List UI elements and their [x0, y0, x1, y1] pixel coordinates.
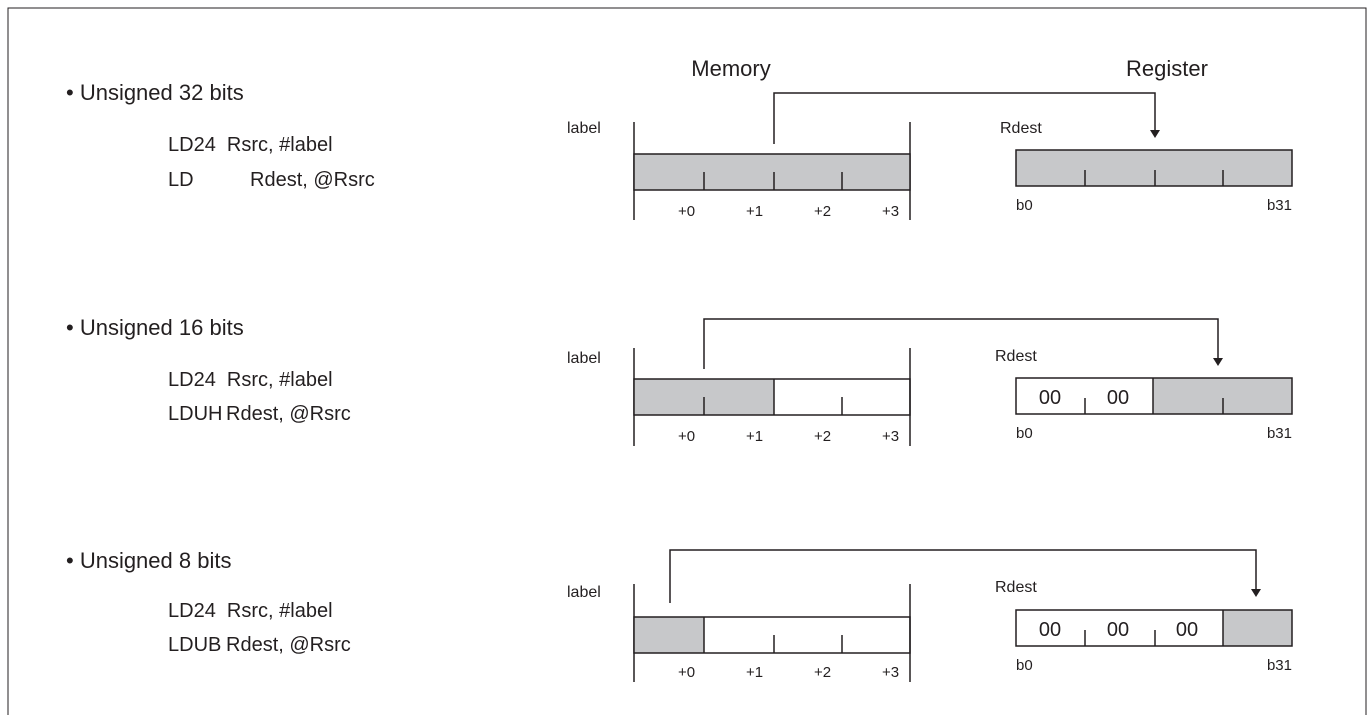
offset-3: +3 [882, 428, 899, 445]
section-8bit: • Unsigned 8 bits LD24 Rsrc, #label LDUB… [66, 548, 1293, 682]
offset-2: +2 [814, 664, 831, 681]
section-16bit: • Unsigned 16 bits LD24 Rsrc, #label LDU… [66, 315, 1293, 446]
section-title: • Unsigned 16 bits [66, 315, 244, 340]
register-b0: b0 [1016, 657, 1033, 674]
rdest-label: Rdest [1000, 120, 1042, 137]
arrow-head [1150, 130, 1160, 138]
zero-byte: 00 [1107, 387, 1129, 409]
offset-3: +3 [882, 664, 899, 681]
offset-3: +3 [882, 203, 899, 220]
memory-header: Memory [691, 56, 770, 81]
register-b31: b31 [1267, 197, 1292, 214]
register-bytes-filled [1016, 150, 1292, 186]
zero-byte: 00 [1039, 387, 1061, 409]
section-32bit: • Unsigned 32 bits LD24 Rsrc, #label LD … [66, 80, 1293, 220]
memory-bytes-filled [634, 617, 704, 653]
memory-bytes-filled [634, 154, 910, 190]
code-line-2-args: Rdest, @Rsrc [226, 634, 351, 656]
section-title: • Unsigned 32 bits [66, 80, 244, 105]
register-box [1015, 149, 1293, 187]
code-line-1: LD24 Rsrc, #label [168, 600, 333, 622]
register-header: Register [1126, 56, 1208, 81]
memory-box [633, 616, 911, 654]
offset-1: +1 [746, 664, 763, 681]
code-line-1: LD24 Rsrc, #label [168, 134, 333, 156]
offset-2: +2 [814, 203, 831, 220]
transfer-arrow [773, 92, 1156, 144]
register-b31: b31 [1267, 657, 1292, 674]
code-line-2-args: Rdest, @Rsrc [226, 403, 351, 425]
zero-byte: 00 [1107, 619, 1129, 641]
code-line-2-op: LD [168, 169, 194, 191]
transfer-arrow [703, 318, 1219, 369]
zero-byte: 00 [1176, 619, 1198, 641]
register-box [1015, 377, 1293, 415]
offset-2: +2 [814, 428, 831, 445]
code-line-2-op: LDUB [168, 634, 221, 656]
arrow-head [1251, 589, 1261, 597]
register-bytes-filled [1223, 610, 1292, 646]
memory-label-text: label [567, 350, 601, 367]
rdest-label: Rdest [995, 579, 1037, 596]
zero-byte: 00 [1039, 619, 1061, 641]
register-box [1015, 609, 1293, 647]
offset-0: +0 [678, 428, 695, 445]
diagram-border [7, 7, 1367, 715]
memory-box [633, 153, 911, 191]
offset-0: +0 [678, 664, 695, 681]
offset-1: +1 [746, 428, 763, 445]
code-line-2-op: LDUH [168, 403, 222, 425]
offset-0: +0 [678, 203, 695, 220]
arrow-head [1213, 358, 1223, 366]
memory-label-text: label [567, 584, 601, 601]
offset-1: +1 [746, 203, 763, 220]
register-b0: b0 [1016, 197, 1033, 214]
rdest-label: Rdest [995, 348, 1037, 365]
section-title: • Unsigned 8 bits [66, 548, 231, 573]
memory-box [633, 378, 911, 416]
code-line-2-args: Rdest, @Rsrc [250, 169, 375, 191]
memory-label-text: label [567, 120, 601, 137]
code-line-1: LD24 Rsrc, #label [168, 369, 333, 391]
register-b0: b0 [1016, 425, 1033, 442]
register-b31: b31 [1267, 425, 1292, 442]
transfer-arrow [669, 549, 1257, 603]
